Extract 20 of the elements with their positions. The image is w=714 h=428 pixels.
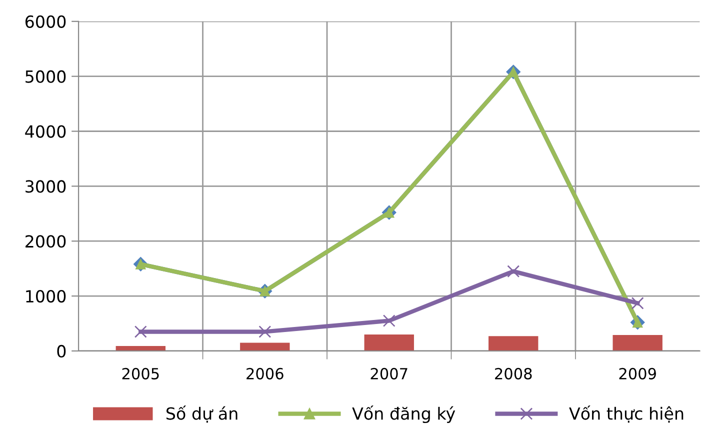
legend-label: Vốn đăng ký <box>352 406 456 424</box>
x-tick-label: 2008 <box>495 368 532 380</box>
point <box>258 325 272 338</box>
point <box>507 265 520 278</box>
legend-label: Số dự án <box>166 406 238 423</box>
y-tick-label: 3000 <box>26 180 66 193</box>
point <box>382 314 396 327</box>
point <box>134 325 147 338</box>
y-tick-label: 2000 <box>26 235 66 248</box>
y-tick-label: 5000 <box>26 70 66 83</box>
y-tick-label: 0 <box>57 344 66 358</box>
point <box>631 296 644 310</box>
x-tick-label: 2009 <box>619 368 656 380</box>
y-tick-label: 1000 <box>26 290 66 303</box>
legend-label: Vốn thực hiện <box>569 406 684 423</box>
y-tick-label: 4000 <box>25 125 66 138</box>
y-tick-label: 6000 <box>25 15 66 28</box>
x-tick-label: 2006 <box>246 368 284 380</box>
x-tick-label: 2005 <box>122 368 159 380</box>
x-tick-label: 2007 <box>370 368 408 380</box>
